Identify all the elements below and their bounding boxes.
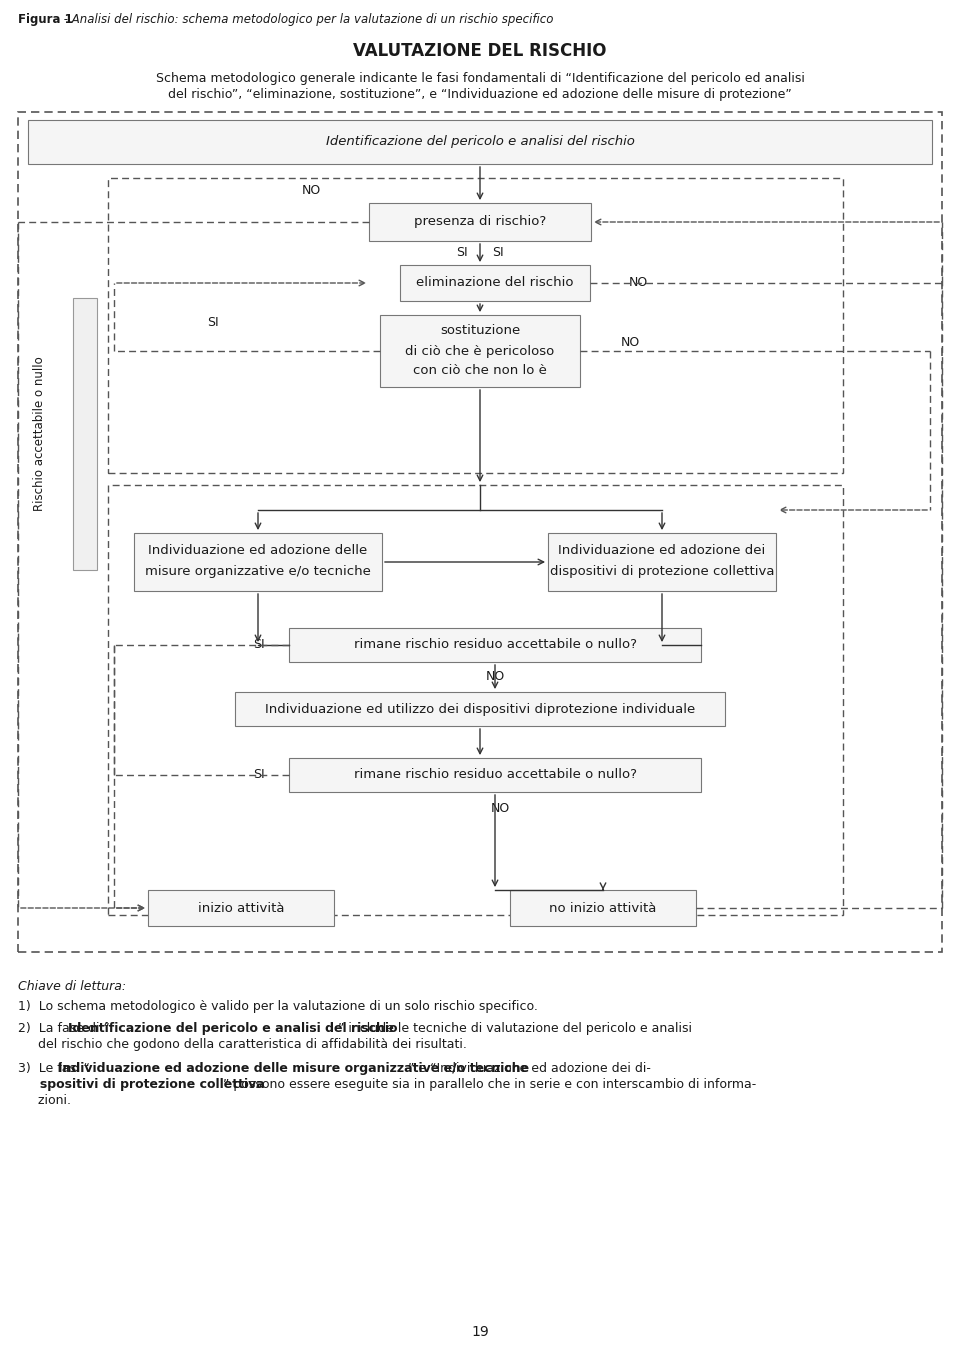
Text: ” e “Individuazione ed adozione dei di-: ” e “Individuazione ed adozione dei di- — [408, 1062, 651, 1076]
Text: Identificazione del pericolo e analisi del rischio: Identificazione del pericolo e analisi d… — [68, 1022, 397, 1035]
Text: SI: SI — [207, 317, 219, 330]
Text: Individuazione ed adozione delle misure organizzative e/o tecniche: Individuazione ed adozione delle misure … — [58, 1062, 529, 1076]
Text: Rischio accettabile o nullo: Rischio accettabile o nullo — [34, 357, 46, 511]
Text: Individuazione ed adozione delle: Individuazione ed adozione delle — [149, 544, 368, 557]
Text: Identificazione del pericolo e analisi del rischio: Identificazione del pericolo e analisi d… — [325, 135, 635, 149]
Text: - Analisi del rischio: schema metodologico per la valutazione di un rischio spec: - Analisi del rischio: schema metodologi… — [60, 14, 554, 26]
Bar — [108, 484, 843, 915]
Text: 1)  Lo schema metodologico è valido per la valutazione di un solo rischio specif: 1) Lo schema metodologico è valido per l… — [18, 1000, 538, 1013]
Text: del rischio”, “eliminazione, sostituzione”, e “Individuazione ed adozione delle : del rischio”, “eliminazione, sostituzion… — [168, 88, 792, 101]
Text: 19: 19 — [471, 1325, 489, 1339]
Text: misure organizzative e/o tecniche: misure organizzative e/o tecniche — [145, 564, 371, 578]
Text: NO: NO — [486, 670, 505, 682]
Text: Chiave di lettura:: Chiave di lettura: — [18, 980, 126, 993]
Text: ” include le tecniche di valutazione del pericolo e analisi: ” include le tecniche di valutazione del… — [338, 1022, 692, 1035]
Text: ” possono essere eseguite sia in parallelo che in serie e con interscambio di in: ” possono essere eseguite sia in paralle… — [223, 1078, 756, 1091]
Text: rimane rischio residuo accettabile o nullo?: rimane rischio residuo accettabile o nul… — [353, 769, 636, 782]
Text: con ciò che non lo è: con ciò che non lo è — [413, 364, 547, 377]
Bar — [380, 315, 580, 387]
Bar — [400, 265, 590, 300]
Text: eliminazione del rischio: eliminazione del rischio — [417, 276, 574, 290]
Text: SI: SI — [253, 769, 265, 782]
Text: SI: SI — [253, 639, 265, 652]
Text: SI: SI — [456, 245, 468, 258]
Text: NO: NO — [301, 184, 321, 198]
Text: spositivi di protezione collettiva: spositivi di protezione collettiva — [18, 1078, 265, 1091]
Bar — [510, 890, 696, 925]
Bar — [18, 112, 942, 953]
Text: inizio attività: inizio attività — [198, 901, 284, 915]
Text: VALUTAZIONE DEL RISCHIO: VALUTAZIONE DEL RISCHIO — [353, 42, 607, 60]
Text: Individuazione ed adozione dei: Individuazione ed adozione dei — [559, 544, 766, 557]
Text: SI: SI — [492, 245, 504, 258]
Text: rimane rischio residuo accettabile o nullo?: rimane rischio residuo accettabile o nul… — [353, 639, 636, 652]
Bar — [289, 758, 701, 792]
Text: dispositivi di protezione collettiva: dispositivi di protezione collettiva — [550, 564, 775, 578]
Bar — [28, 120, 932, 164]
Bar — [548, 533, 776, 591]
Text: 3)  Le fasi “: 3) Le fasi “ — [18, 1062, 90, 1076]
Text: Figura 1: Figura 1 — [18, 14, 73, 26]
Text: no inizio attività: no inizio attività — [549, 901, 657, 915]
Text: presenza di rischio?: presenza di rischio? — [414, 215, 546, 229]
Text: NO: NO — [491, 801, 510, 815]
Bar — [73, 298, 97, 570]
Text: Schema metodologico generale indicante le fasi fondamentali di “Identificazione : Schema metodologico generale indicante l… — [156, 72, 804, 85]
Bar — [289, 628, 701, 662]
Text: sostituzione: sostituzione — [440, 325, 520, 337]
Bar — [108, 179, 843, 474]
Bar — [148, 890, 334, 925]
Text: zioni.: zioni. — [18, 1095, 71, 1107]
Bar — [134, 533, 382, 591]
Text: NO: NO — [620, 337, 639, 349]
Bar — [235, 691, 725, 727]
Text: di ciò che è pericoloso: di ciò che è pericoloso — [405, 345, 555, 357]
Text: 2)  La fase di “: 2) La fase di “ — [18, 1022, 109, 1035]
Bar — [369, 203, 591, 241]
Text: del rischio che godono della caratteristica di affidabilità dei risultati.: del rischio che godono della caratterist… — [18, 1038, 467, 1051]
Text: NO: NO — [629, 276, 648, 290]
Text: Individuazione ed utilizzo dei dispositivi diprotezione individuale: Individuazione ed utilizzo dei dispositi… — [265, 702, 695, 716]
